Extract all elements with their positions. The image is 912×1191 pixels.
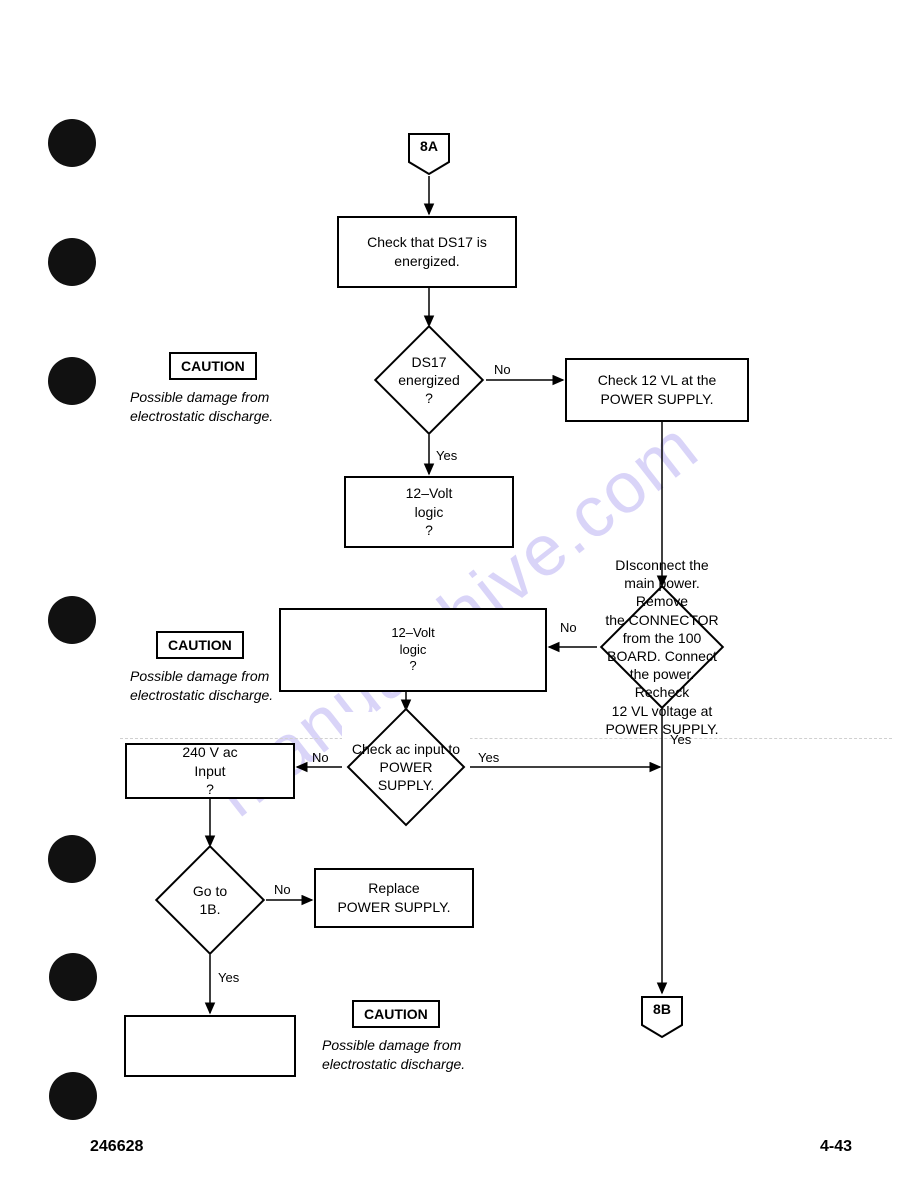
decision-ds17-energized: DS17 energized ?: [372, 328, 486, 432]
faint-rule: [120, 738, 892, 739]
edge-label-no: No: [494, 362, 511, 377]
caution-text: Possible damage from electrostatic disch…: [130, 388, 273, 426]
process-goto-1b: Replace POWER SUPPLY.: [314, 868, 474, 928]
decision-label: Check ac input to POWER SUPPLY.: [342, 712, 470, 822]
caution-box: CAUTION: [156, 631, 244, 659]
binder-hole: [48, 238, 96, 286]
footer-left: 246628: [90, 1138, 143, 1156]
edge-label-yes: Yes: [670, 732, 691, 747]
process-disconnect-recheck: 12–Volt logic ?: [279, 608, 547, 692]
edge-label-yes: Yes: [218, 970, 239, 985]
binder-hole: [49, 1072, 97, 1120]
connector-out-label: 8B: [640, 1001, 684, 1017]
process-check-12vl: Check 12 VL at the POWER SUPPLY.: [565, 358, 749, 422]
binder-hole: [48, 357, 96, 405]
decision-12v-logic-supply: DIsconnect the main power. Remove the CO…: [597, 588, 727, 706]
edge-label-no: No: [312, 750, 329, 765]
edge-label-no: No: [274, 882, 291, 897]
binder-hole: [48, 596, 96, 644]
process-check-ds17: Check that DS17 is energized.: [337, 216, 517, 288]
decision-label: Go to 1B.: [154, 848, 266, 952]
process-install-100-board: 12–Volt logic ?: [344, 476, 514, 548]
process-check-ac-input: 240 V ac Input ?: [125, 743, 295, 799]
decision-label: DIsconnect the main power. Remove the CO…: [597, 588, 727, 706]
caution-text: Possible damage from electrostatic disch…: [322, 1036, 465, 1074]
flow-edges: [0, 0, 912, 1191]
decision-label: DS17 energized ?: [372, 328, 486, 432]
process-replace-power-supply: [124, 1015, 296, 1077]
caution-box: CAUTION: [169, 352, 257, 380]
binder-hole: [48, 119, 96, 167]
decision-12v-logic-recheck: Check ac input to POWER SUPPLY.: [342, 712, 470, 822]
binder-hole: [48, 835, 96, 883]
page: manualchive.com: [0, 0, 912, 1191]
edge-label-no: No: [560, 620, 577, 635]
connector-in: 8A: [407, 132, 451, 176]
edge-label-yes: Yes: [436, 448, 457, 463]
edge-label-yes: Yes: [478, 750, 499, 765]
caution-box: CAUTION: [352, 1000, 440, 1028]
connector-in-label: 8A: [407, 138, 451, 154]
decision-240v-input: Go to 1B.: [154, 848, 266, 952]
footer-right: 4-43: [820, 1138, 852, 1156]
binder-hole: [49, 953, 97, 1001]
caution-text: Possible damage from electrostatic disch…: [130, 667, 273, 705]
connector-out: 8B: [640, 995, 684, 1039]
